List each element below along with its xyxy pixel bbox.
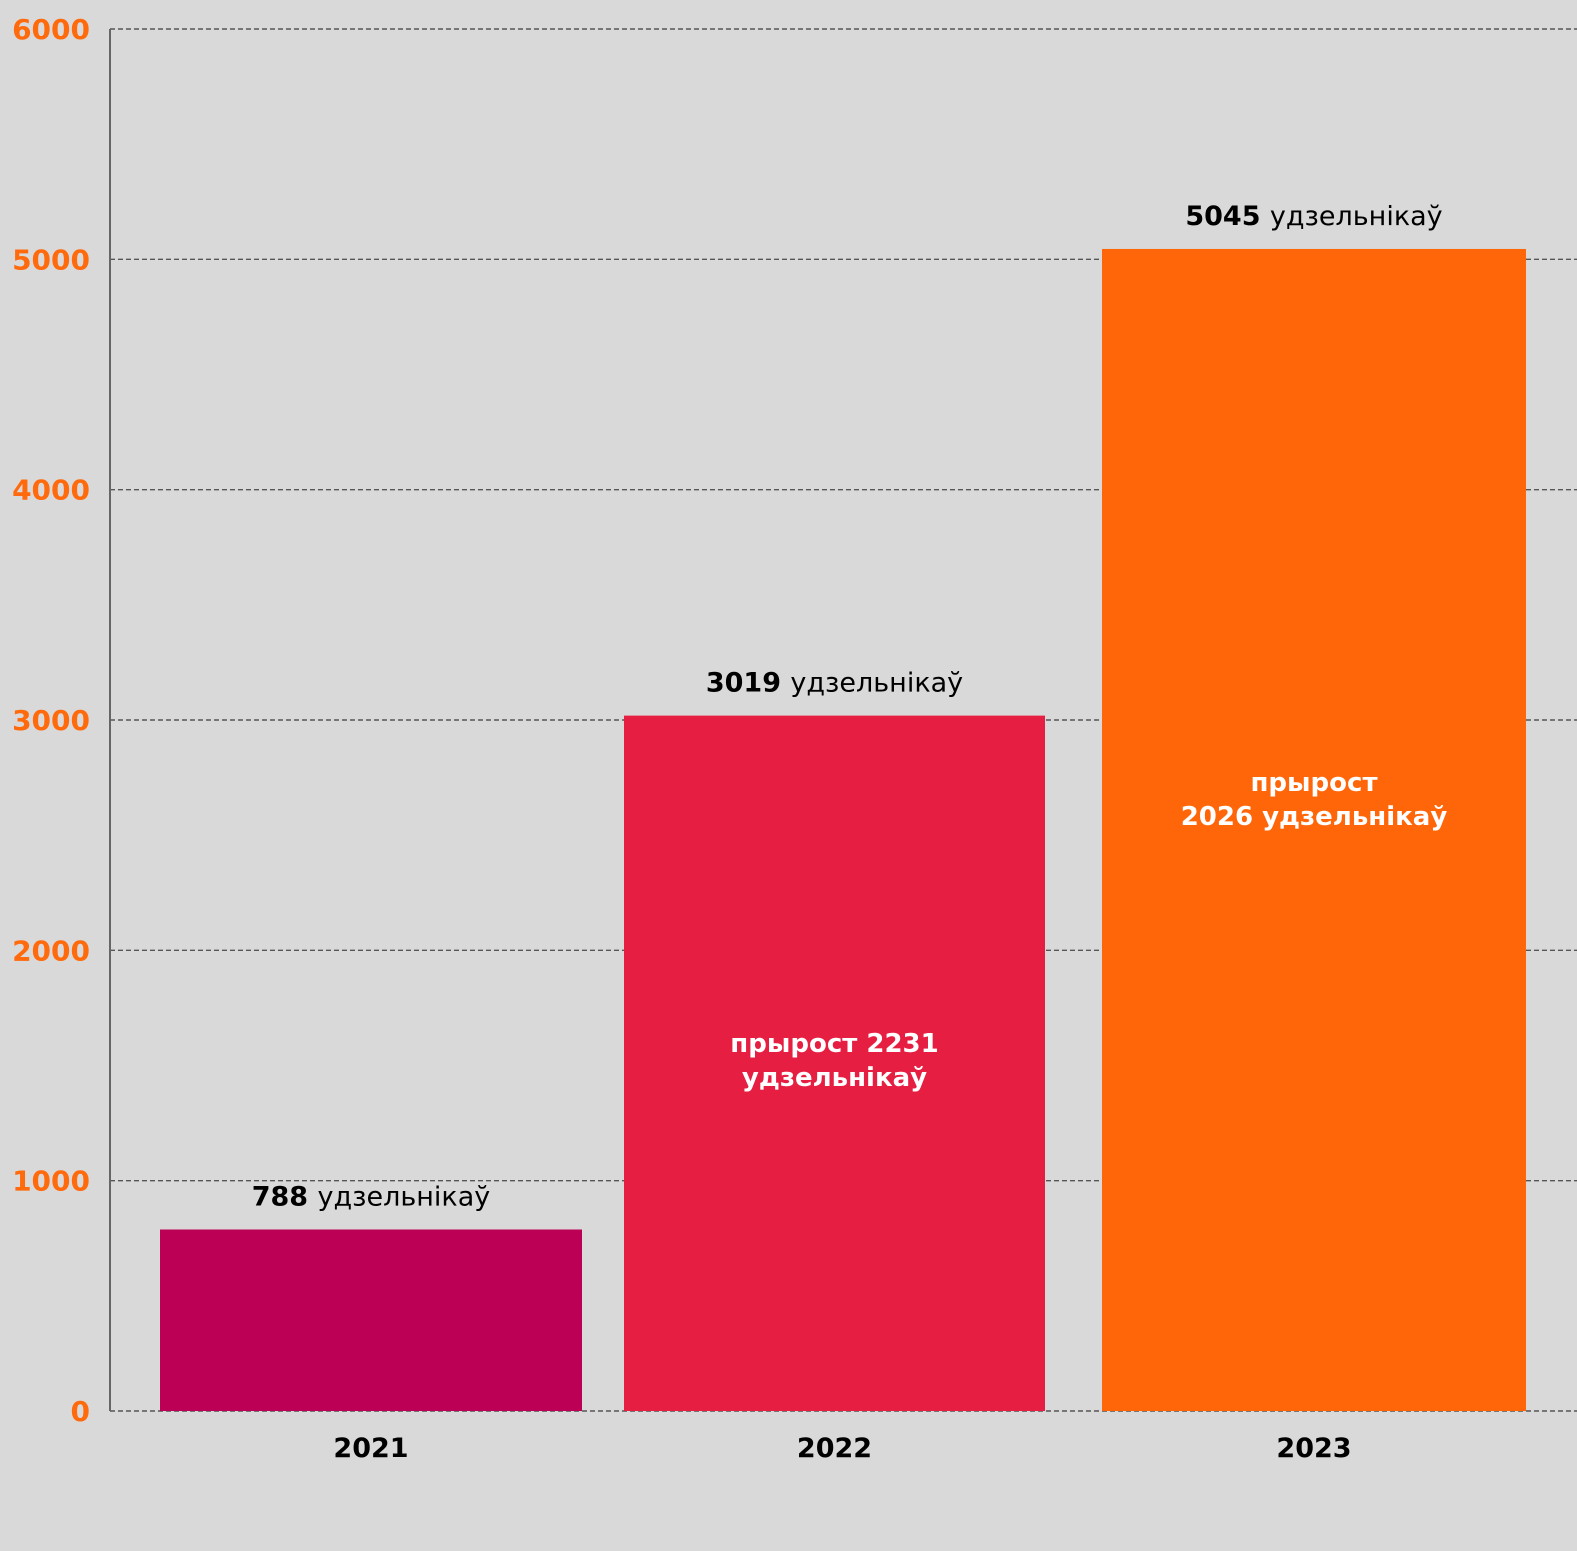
growth-label-line: удзельнікаў bbox=[742, 1063, 927, 1093]
y-axis-ticks: 0 1000 2000 3000 4000 5000 6000 bbox=[12, 13, 90, 1428]
growth-label-line: 2026 удзельнікаў bbox=[1181, 802, 1448, 832]
growth-label: прырост 2026 удзельнікаў bbox=[1181, 768, 1448, 832]
y-tick-label: 1000 bbox=[12, 1165, 90, 1198]
value-number: 788 bbox=[252, 1181, 318, 1212]
growth-label: прырост 2231 удзельнікаў bbox=[730, 1029, 938, 1093]
value-unit: удзельнікаў bbox=[1270, 201, 1443, 232]
value-label: 788 удзельнікаў bbox=[252, 1181, 491, 1212]
bars bbox=[160, 248, 1526, 1411]
bar-2023 bbox=[1102, 248, 1526, 1411]
y-tick-label: 2000 bbox=[12, 934, 90, 967]
y-tick-label: 0 bbox=[71, 1395, 90, 1428]
value-unit: удзельнікаў bbox=[317, 1181, 490, 1212]
y-tick-label: 5000 bbox=[12, 243, 90, 276]
x-axis-labels: 2021 2022 2023 bbox=[333, 1433, 1351, 1464]
value-label: 5045 удзельнікаў bbox=[1185, 201, 1442, 232]
x-tick-label: 2021 bbox=[333, 1433, 408, 1464]
bar-2022 bbox=[624, 715, 1045, 1411]
value-label: 3019 удзельнікаў bbox=[706, 668, 963, 699]
growth-label-line: прырост bbox=[1250, 768, 1377, 798]
value-number: 3019 bbox=[706, 668, 791, 699]
x-tick-label: 2023 bbox=[1276, 1433, 1351, 1464]
y-tick-label: 4000 bbox=[12, 474, 90, 507]
value-unit: удзельнікаў bbox=[790, 668, 963, 699]
inner-labels: прырост 2231 удзельнікаў прырост 2026 удзел… bbox=[730, 768, 1447, 1093]
value-number: 5045 bbox=[1185, 201, 1270, 232]
bar-2021 bbox=[160, 1229, 582, 1411]
y-tick-label: 3000 bbox=[12, 704, 90, 737]
x-tick-label: 2022 bbox=[797, 1433, 872, 1464]
y-tick-label: 6000 bbox=[12, 13, 90, 46]
growth-label-line: прырост 2231 bbox=[730, 1029, 938, 1059]
